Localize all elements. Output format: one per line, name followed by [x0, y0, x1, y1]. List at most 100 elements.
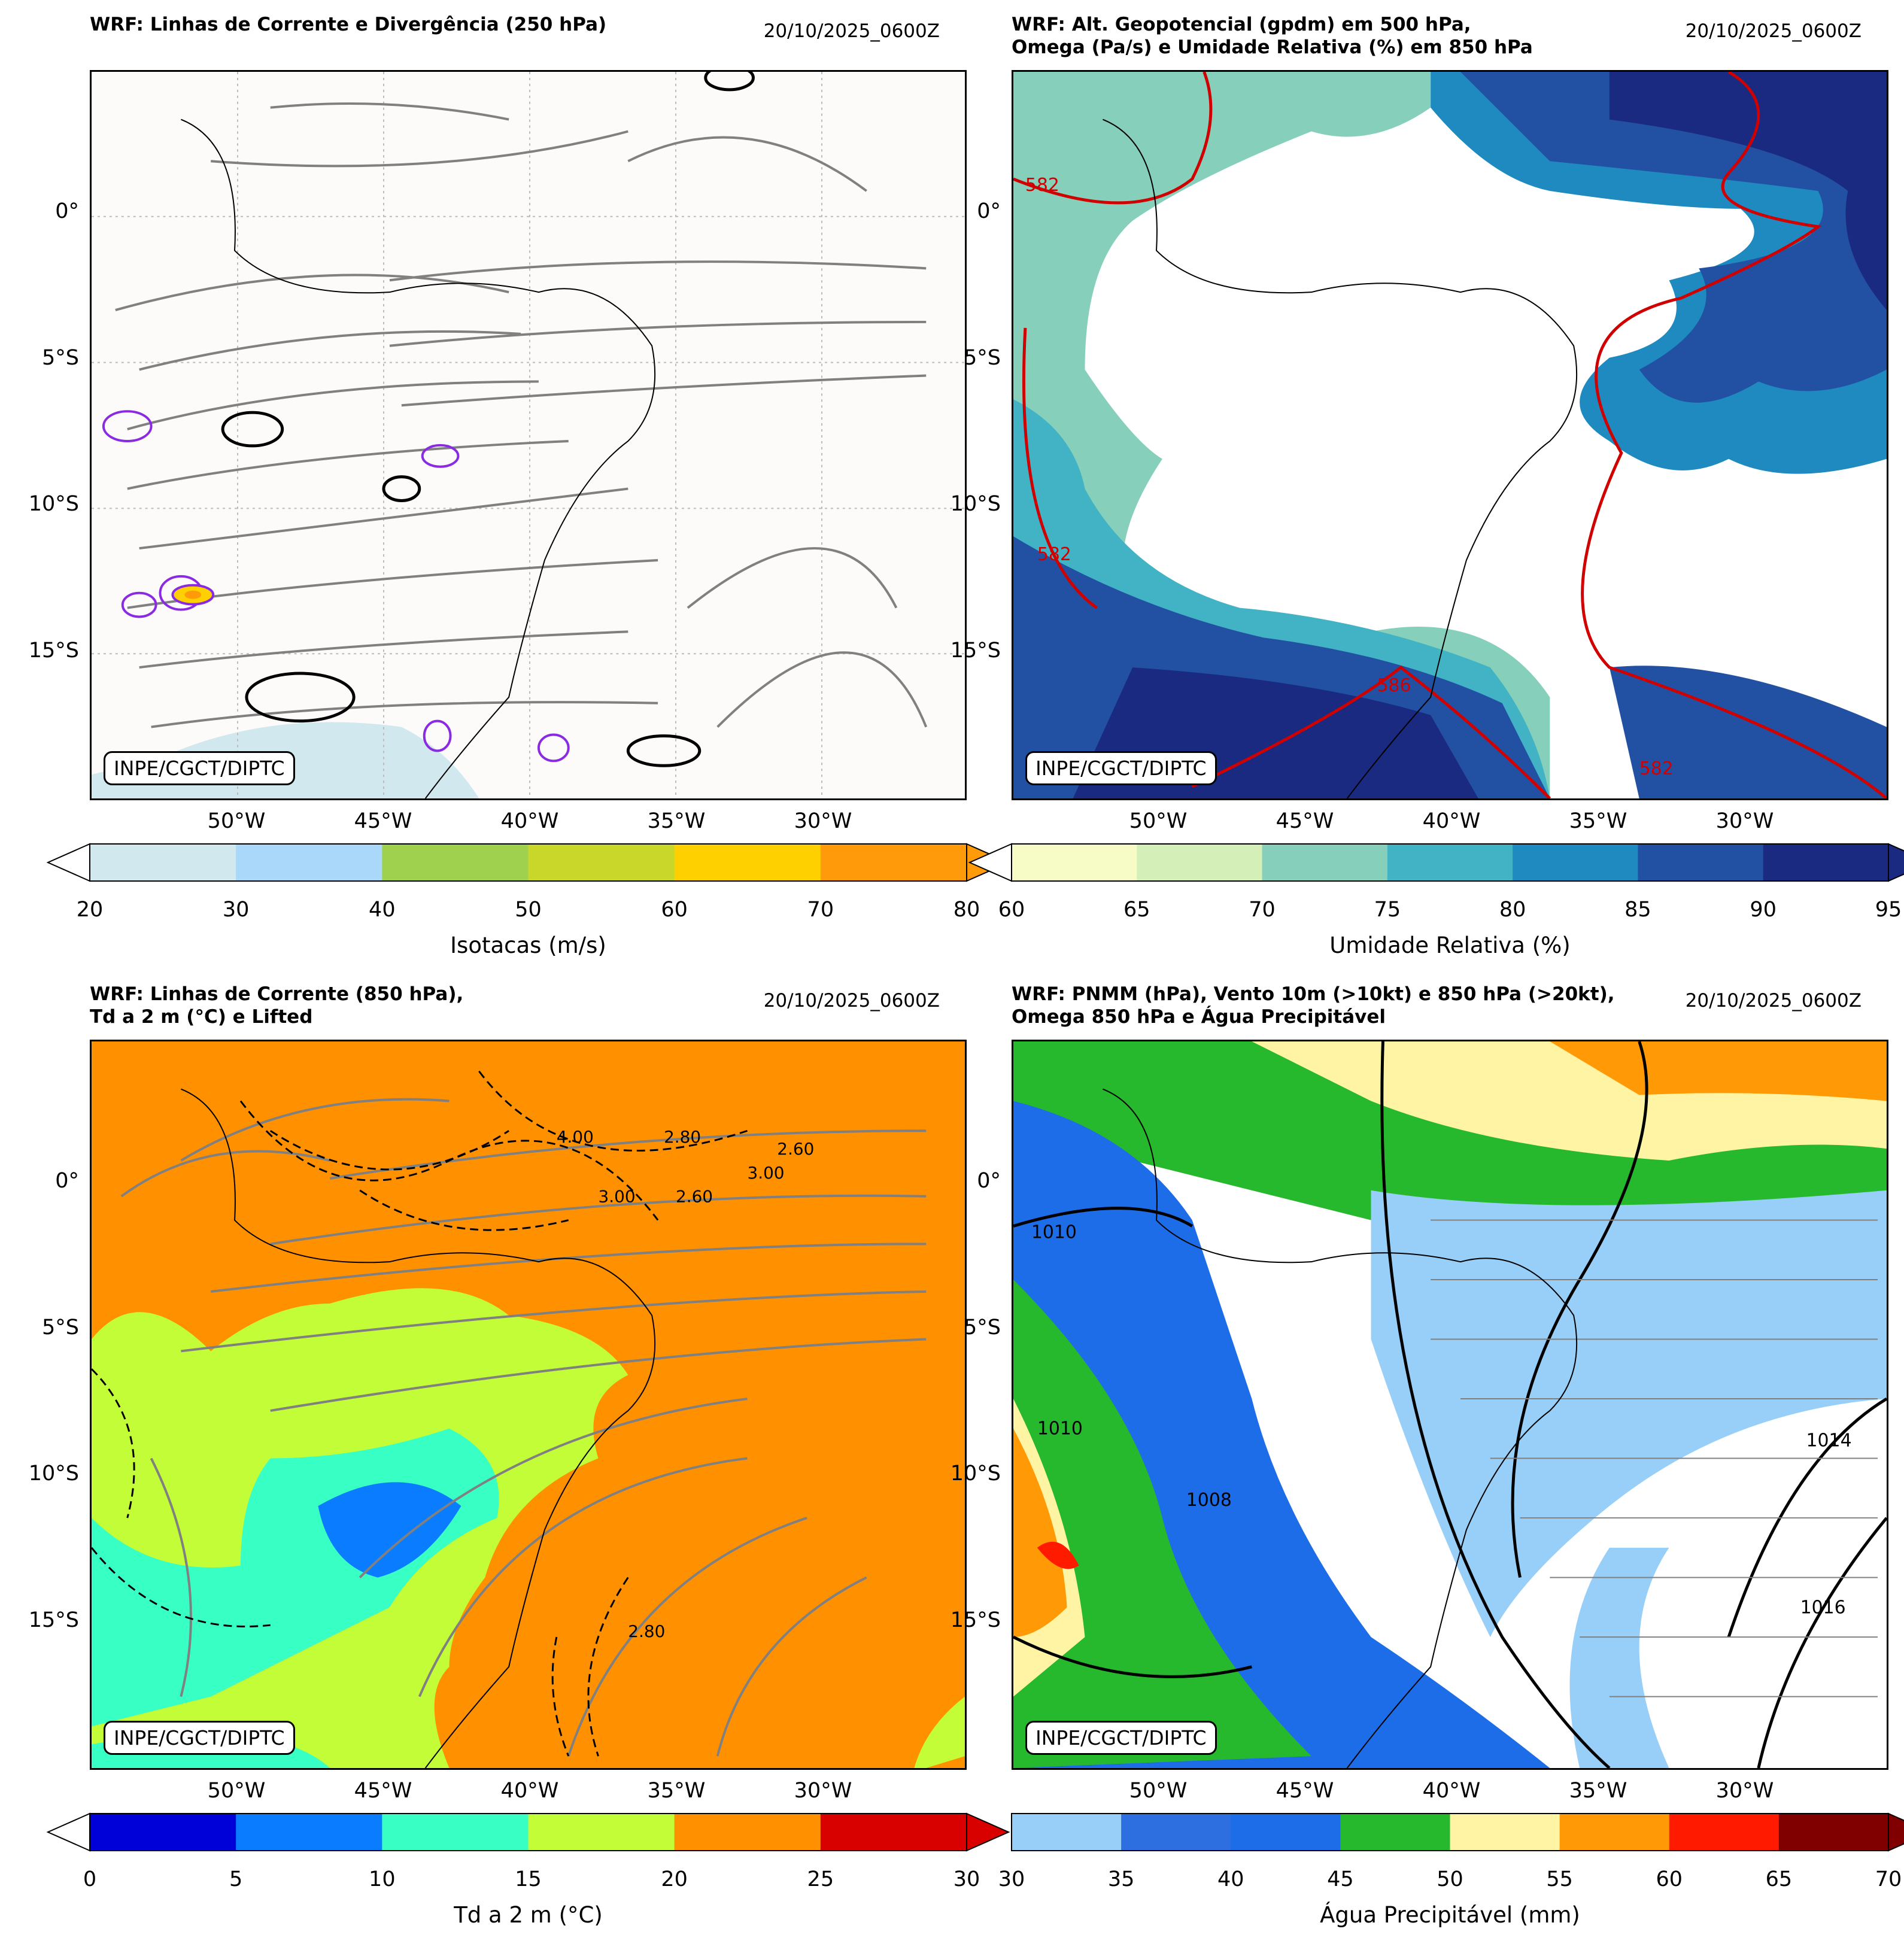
contour-label: 3.00 [747, 1163, 784, 1183]
colorbar-segment [1669, 1814, 1780, 1851]
lat-label: 5°S [42, 346, 79, 370]
panel-streamlines-250hpa: WRF: Linhas de Corrente e Divergência (2… [0, 0, 1010, 976]
colorbar-tick-label: 60 [998, 898, 1025, 922]
colorbar-tick-label: 50 [515, 898, 542, 922]
colorbar-tick-label: 80 [1499, 898, 1526, 922]
lat-label: 15°S [28, 1608, 79, 1632]
colorbar-segment [1231, 1814, 1341, 1851]
colorbar-segment [1763, 844, 1889, 881]
lat-label: 5°S [964, 346, 1001, 370]
lon-label: 35°W [1569, 809, 1627, 833]
colorbar [46, 1812, 1010, 1852]
colorbar-segment [90, 1814, 236, 1851]
colorbar-tick-label: 90 [1750, 898, 1777, 922]
colorbar-tick-label: 45 [1327, 1867, 1354, 1891]
lon-label: 40°W [1422, 1779, 1481, 1803]
colorbar-segment [382, 1814, 529, 1851]
contour-label: 582 [1025, 175, 1059, 196]
lon-label: 30°W [794, 1779, 852, 1803]
colorbar-tick-label: 85 [1624, 898, 1651, 922]
colorbar-tick-label: 40 [1217, 1867, 1244, 1891]
colorbar-segment [674, 844, 821, 881]
map-area: 1010 1010 1014 1016 1008 INPE/CGCT/DIPTC [1012, 1040, 1888, 1770]
colorbar-label: Água Precipitável (mm) [1320, 1902, 1580, 1928]
colorbar-tick-label: 70 [1249, 898, 1276, 922]
colorbar-svg [1011, 1812, 1904, 1852]
colorbar-svg [968, 843, 1904, 882]
colorbar-tick-label: 35 [1107, 1867, 1135, 1891]
credit-badge: INPE/CGCT/DIPTC [104, 751, 295, 785]
panel-streamlines-850hpa: WRF: Linhas de Corrente (850 hPa), Td a … [0, 970, 1010, 1945]
colorbar-segment [820, 1814, 967, 1851]
lon-label: 35°W [1569, 1779, 1627, 1803]
lat-label: 5°S [964, 1316, 1001, 1340]
colorbar-tick-label: 20 [661, 1867, 688, 1891]
colorbar-tick-label: 30 [953, 1867, 980, 1891]
colorbar-tick-label: 50 [1437, 1867, 1463, 1891]
lat-label: 0° [55, 199, 79, 223]
colorbar [968, 843, 1904, 882]
colorbar-segment [1638, 844, 1764, 881]
lat-label: 0° [977, 199, 1001, 223]
colorbar-extend-max [1888, 1812, 1904, 1852]
lon-label: 45°W [354, 1779, 412, 1803]
colorbar-frame [1011, 1813, 1889, 1851]
colorbar-frame [89, 843, 967, 882]
lon-label: 45°W [1276, 809, 1334, 833]
panel-title: WRF: Alt. Geopotencial (gpdm) em 500 hPa… [1012, 14, 1533, 58]
colorbar-tick-label: 80 [953, 898, 980, 922]
panel-timestamp: 20/10/2025_0600Z [1685, 20, 1862, 42]
colorbar-segment [1121, 1814, 1231, 1851]
contour-label: 2.60 [777, 1139, 814, 1159]
lon-label: 30°W [1715, 809, 1774, 833]
lat-label: 10°S [950, 492, 1001, 516]
colorbar-tick-label: 65 [1123, 898, 1150, 922]
lon-label: 35°W [647, 1779, 706, 1803]
colorbar-segment [1262, 844, 1388, 881]
colorbar-tick-label: 10 [369, 1867, 396, 1891]
lat-label: 5°S [42, 1316, 79, 1340]
colorbar-ticks: 30 35 40 45 50 55 60 65 70 [998, 1867, 1902, 1894]
colorbar-ticks: 0 5 10 15 20 25 30 [83, 1867, 980, 1894]
colorbar-segment [1559, 1814, 1670, 1851]
colorbar-tick-label: 30 [222, 898, 250, 922]
panel-pnmm-precipitable-water: WRF: PNMM (hPa), Vento 10m (>10kt) e 850… [922, 970, 1904, 1945]
colorbar-segment [1012, 844, 1137, 881]
lat-label: 10°S [28, 1462, 79, 1486]
colorbar-segment [1012, 1814, 1122, 1851]
lat-label: 0° [55, 1169, 79, 1193]
contour-label: 3.00 [599, 1187, 636, 1207]
colorbar-label: Umidade Relativa (%) [1329, 933, 1571, 958]
colorbar-tick-label: 25 [807, 1867, 834, 1891]
colorbar-tick-label: 55 [1546, 1867, 1573, 1891]
credit-badge: INPE/CGCT/DIPTC [104, 1721, 295, 1755]
lon-label: 35°W [647, 809, 706, 833]
lon-label: 40°W [500, 809, 559, 833]
contour-label: 2.80 [628, 1621, 665, 1641]
contour-label: 4.00 [557, 1127, 594, 1147]
colorbar-tick-label: 75 [1374, 898, 1401, 922]
lon-label: 50°W [207, 809, 266, 833]
contour-label: 2.60 [676, 1187, 713, 1207]
colorbar-tick-label: 70 [807, 898, 834, 922]
contour-label: 1010 [1031, 1222, 1077, 1243]
colorbar-segment [1387, 844, 1513, 881]
colorbar-extend-max [1888, 843, 1904, 882]
colorbar-segment [528, 1814, 675, 1851]
colorbar-tick-label: 0 [83, 1867, 97, 1891]
colorbar-tick-label: 20 [76, 898, 104, 922]
panel-title: WRF: Linhas de Corrente e Divergência (2… [90, 14, 607, 35]
colorbar-segment [382, 844, 529, 881]
colorbar-tick-label: 40 [369, 898, 396, 922]
credit-badge: INPE/CGCT/DIPTC [1025, 1721, 1217, 1755]
lat-label: 10°S [28, 492, 79, 516]
colorbar-extend-min [46, 1812, 90, 1852]
lat-label: 10°S [950, 1462, 1001, 1486]
panel-timestamp: 20/10/2025_0600Z [763, 990, 940, 1012]
panel-timestamp: 20/10/2025_0600Z [763, 20, 940, 42]
colorbar-segment [820, 844, 967, 881]
lon-label: 50°W [1129, 1779, 1188, 1803]
colorbar [1011, 1812, 1904, 1852]
contour-label: 586 [1377, 675, 1411, 696]
